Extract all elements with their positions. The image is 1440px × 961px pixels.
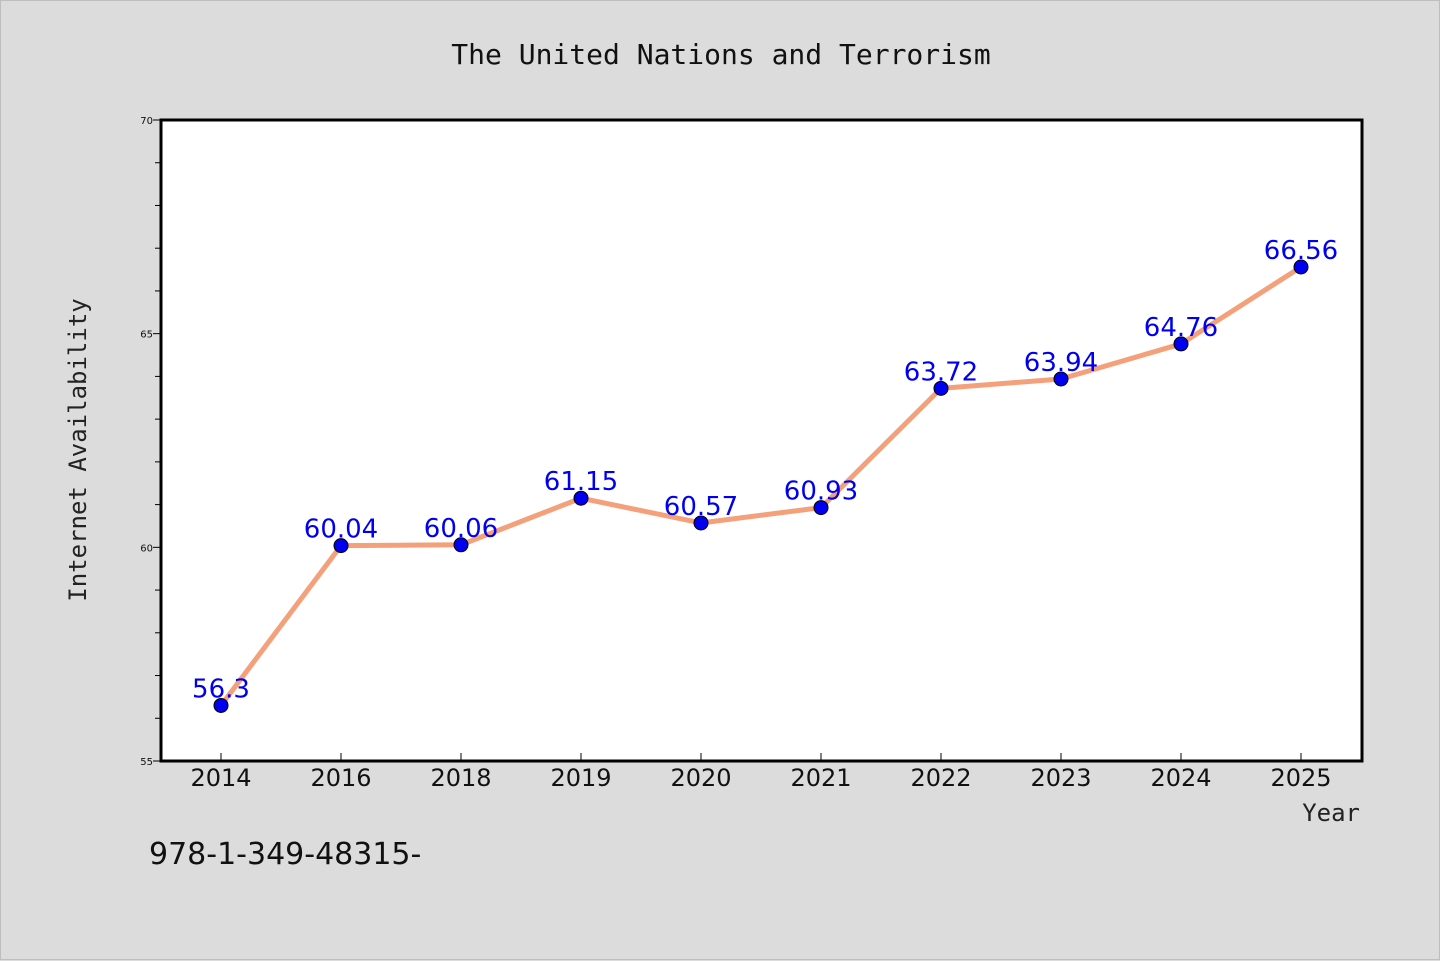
x-tick-label: 2021 bbox=[790, 764, 851, 792]
x-tick-label: 2016 bbox=[310, 764, 371, 792]
data-label: 64.76 bbox=[1144, 313, 1218, 343]
data-point bbox=[813, 500, 829, 516]
x-axis-label: Year bbox=[1302, 799, 1360, 827]
y-tick-label: 55 bbox=[140, 757, 153, 768]
x-tick-label: 2018 bbox=[430, 764, 491, 792]
x-tick-label: 2023 bbox=[1030, 764, 1091, 792]
data-point bbox=[933, 380, 949, 396]
series-line bbox=[218, 264, 1304, 708]
x-tick-label: 2022 bbox=[910, 764, 971, 792]
x-tick-label: 2014 bbox=[190, 764, 251, 792]
data-point bbox=[1053, 371, 1069, 387]
data-point bbox=[573, 490, 589, 506]
y-tick-label: 60 bbox=[140, 543, 153, 554]
data-label: 60.93 bbox=[784, 477, 858, 507]
data-labels: 56.3 60.04 60.06 61.15 60.57 60.93 63.72 63.94 6… bbox=[192, 236, 1338, 704]
data-label: 63.72 bbox=[904, 357, 978, 387]
data-label: 60.57 bbox=[664, 492, 738, 522]
series-path bbox=[218, 264, 1304, 708]
data-point bbox=[213, 697, 229, 713]
data-label: 61.15 bbox=[544, 467, 618, 497]
data-label: 56.3 bbox=[192, 674, 250, 704]
data-label: 60.06 bbox=[424, 514, 498, 544]
x-tick-label: 2025 bbox=[1270, 764, 1331, 792]
data-point bbox=[1293, 259, 1309, 275]
x-tick-label: 2019 bbox=[550, 764, 611, 792]
data-label: 66.56 bbox=[1264, 236, 1338, 266]
data-label: 63.94 bbox=[1024, 348, 1098, 378]
data-label: 60.04 bbox=[304, 515, 378, 545]
data-point bbox=[453, 537, 469, 553]
plot-area bbox=[159, 118, 1364, 763]
x-axis: 2014 2016 2018 2019 2020 2021 2022 2023 2024 2025 bbox=[190, 753, 1332, 792]
x-tick-label: 2020 bbox=[670, 764, 731, 792]
chart-title: The United Nations and Terrorism bbox=[451, 38, 990, 71]
data-point bbox=[333, 538, 349, 554]
y-tick-label: 70 bbox=[140, 116, 153, 127]
data-point bbox=[1173, 336, 1189, 352]
y-tick-label: 65 bbox=[140, 330, 153, 341]
footer-note: 978-1-349-48315- bbox=[149, 837, 421, 872]
y-axis-label: Internet Availability bbox=[64, 298, 92, 601]
y-axis: 55 60 65 70 bbox=[140, 116, 161, 768]
x-tick-label: 2024 bbox=[1150, 764, 1211, 792]
series-markers bbox=[213, 259, 1309, 713]
data-point bbox=[693, 515, 709, 531]
